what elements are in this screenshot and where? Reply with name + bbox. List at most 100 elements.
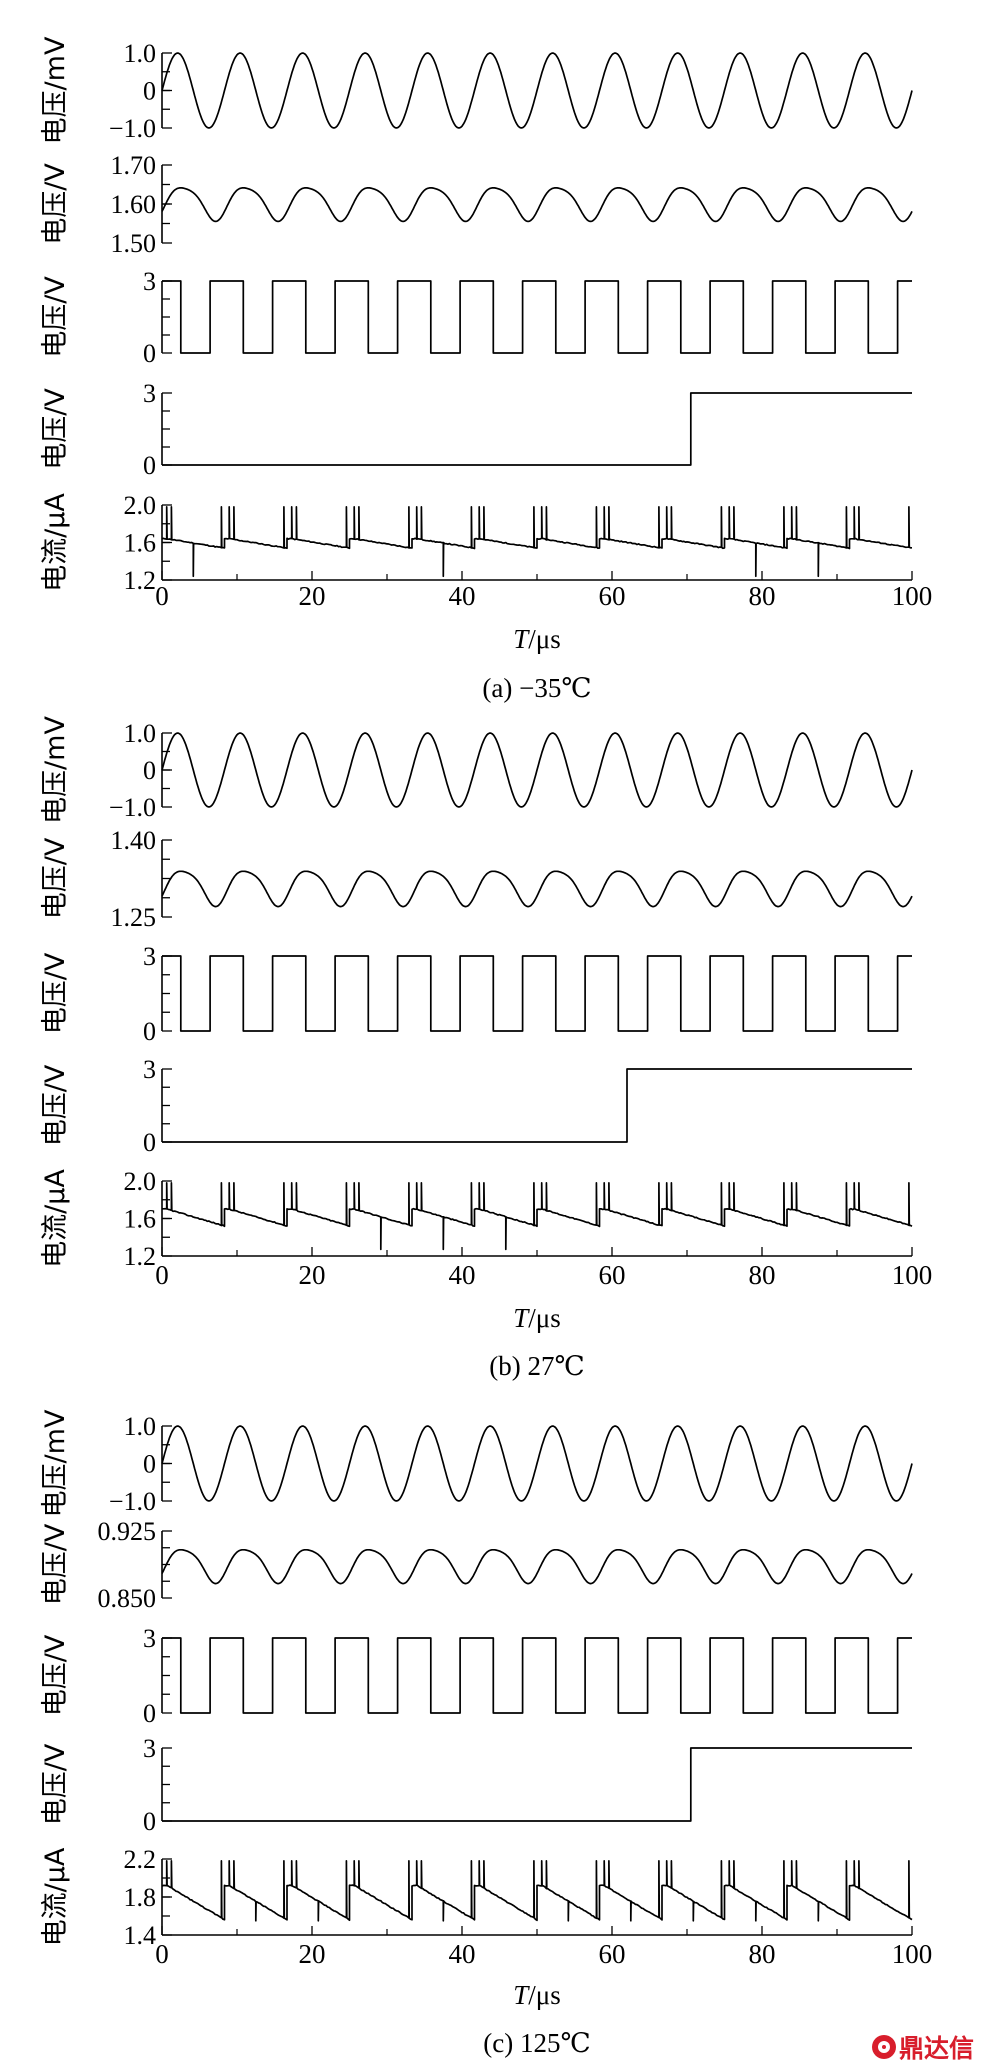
y-tick-label: 3 [143, 942, 156, 971]
panel-3-1: 1.0 0 −1.0 电压/mV [40, 1409, 913, 1517]
figure-group-2: 1.0 0 −1.0 电压/mV 1.40 1.25 电压/V 3 0 电压/V 3 0 电压/V 2.0… [40, 716, 932, 1381]
x-tick-label: 0 [155, 581, 169, 611]
panel-3-4: 3 0 电压/V [40, 1734, 912, 1836]
y-tick-label: 1.40 [111, 826, 157, 855]
y-tick-label: 2.0 [124, 1167, 157, 1196]
y-axis-label: 电压/V [40, 1523, 71, 1605]
x-tick-label: 20 [299, 1260, 326, 1290]
x-tick-label: 80 [749, 1260, 776, 1290]
series-line-current [161, 1860, 913, 1922]
watermark-text: 鼎达信 [898, 2034, 974, 2063]
y-axis-label: 电压/mV [40, 1409, 71, 1517]
y-tick-label: 1.50 [111, 229, 157, 258]
series-line-sine [161, 732, 913, 808]
y-tick-label: 0.850 [98, 1584, 157, 1613]
y-tick-label: 0 [143, 1807, 156, 1836]
y-tick-label: 0.925 [98, 1517, 157, 1546]
panel-2-3: 3 0 电压/V [40, 942, 912, 1046]
x-tick-label: 40 [449, 1939, 476, 1969]
panel-3-3: 3 0 电压/V [40, 1624, 912, 1728]
y-axis-label: 电压/V [40, 276, 71, 358]
y-tick-label: −1.0 [109, 1487, 156, 1516]
y-tick-label: 0 [143, 339, 156, 368]
y-axis-label: 电压/mV [40, 716, 71, 824]
x-axis-label-unit: /μs [528, 624, 560, 654]
y-tick-label: 0 [143, 756, 156, 785]
x-tick-label: 20 [299, 581, 326, 611]
y-tick-label: 2.0 [124, 491, 157, 520]
y-tick-label: 0 [143, 451, 156, 480]
x-tick-label: 80 [749, 1939, 776, 1969]
x-axis-label-variable: T [513, 1303, 530, 1333]
figure-caption: (c) 125℃ [483, 2028, 590, 2058]
series-line-sine [161, 1425, 913, 1502]
y-tick-label: 1.6 [124, 1205, 157, 1234]
y-axis-label: 电压/V [40, 1743, 71, 1825]
series-line-step [162, 1747, 912, 1822]
y-tick-label: 0 [143, 1017, 156, 1046]
series-line-ripple [161, 187, 913, 223]
y-tick-label: 2.2 [124, 1845, 157, 1874]
panel-2-4: 3 0 电压/V [40, 1055, 912, 1157]
series-line-square [162, 955, 912, 1032]
watermark-logo-icon [871, 2035, 896, 2059]
y-tick-label: 3 [143, 267, 156, 296]
x-tick-label: 20 [299, 1939, 326, 1969]
x-axis-label-variable: T [513, 1980, 530, 2010]
y-tick-label: 1.70 [111, 151, 157, 180]
y-tick-label: 3 [143, 1055, 156, 1084]
panel-3-2: 0.925 0.850 电压/V [40, 1517, 913, 1613]
y-tick-label: 1.0 [124, 719, 157, 748]
y-tick-label: 0 [143, 1128, 156, 1157]
x-tick-label: 100 [892, 581, 933, 611]
panel-3-5: 2.2 1.8 1.4 电流/μA [40, 1845, 913, 1950]
series-line-current [162, 1182, 913, 1251]
y-tick-label: 1.25 [111, 903, 157, 932]
panel-1-4: 3 0 电压/V [40, 379, 912, 480]
y-tick-label: 1.60 [111, 190, 157, 219]
y-tick-label: 3 [143, 1734, 156, 1763]
x-axis-label: T/μs [513, 1980, 561, 2010]
figure-group-3: 1.0 0 −1.0 电压/mV 0.925 0.850 电压/V 3 0 电压/V 3 0 电压/V 2… [40, 1409, 932, 2058]
y-tick-label: 0 [143, 77, 156, 106]
x-tick-label: 0 [155, 1939, 169, 1969]
y-tick-label: 0 [143, 1699, 156, 1728]
x-axis-label: T/μs [513, 624, 561, 654]
x-tick-label: 60 [599, 1939, 626, 1969]
series-line-ripple [161, 870, 913, 908]
series-line-square [162, 280, 912, 354]
series-line-ripple [161, 1548, 913, 1585]
panel-1-5: 2.0 1.6 1.2 电流/μA [40, 491, 912, 595]
y-tick-label: 3 [143, 379, 156, 408]
y-axis-label: 电压/V [40, 388, 71, 470]
x-tick-label: 80 [749, 581, 776, 611]
x-tick-label: 40 [449, 1260, 476, 1290]
y-tick-label: 1.0 [124, 39, 157, 68]
y-tick-label: 1.0 [124, 1412, 157, 1441]
x-tick-label: 60 [599, 1260, 626, 1290]
x-tick-label: 60 [599, 581, 626, 611]
y-axis-label: 电压/V [40, 837, 71, 919]
figure-group-1: 1.00−1.0电压/mV1.701.601.50电压/V30电压/V30电压/… [40, 36, 932, 703]
y-tick-label: 1.2 [124, 566, 157, 595]
panel-1-1: 1.0 0 −1.0 电压/mV [40, 36, 913, 144]
series-line-sine [161, 52, 913, 129]
x-tick-label: 100 [892, 1939, 933, 1969]
series-line-step [162, 392, 912, 466]
panel-2-1: 1.0 0 −1.0 电压/mV [40, 716, 913, 824]
y-tick-label: −1.0 [109, 114, 156, 143]
y-tick-label: −1.0 [109, 793, 156, 822]
x-axis-label-unit: /μs [528, 1303, 560, 1333]
x-axis-label-unit: /μs [528, 1980, 560, 2010]
x-tick-label: 100 [892, 1260, 933, 1290]
panel-2-5: 2.0 1.6 1.2 电流/μA [40, 1167, 913, 1271]
series-line-step [162, 1068, 912, 1143]
x-tick-label: 40 [449, 581, 476, 611]
y-tick-label: 1.8 [124, 1883, 157, 1912]
y-axis-label: 电压/V [40, 1064, 71, 1146]
y-axis-label: 电流/μA [40, 1169, 71, 1268]
x-axis-label-variable: T [513, 624, 530, 654]
y-axis-label: 电流/μA [40, 1847, 71, 1946]
y-tick-label: 0 [143, 1450, 156, 1479]
